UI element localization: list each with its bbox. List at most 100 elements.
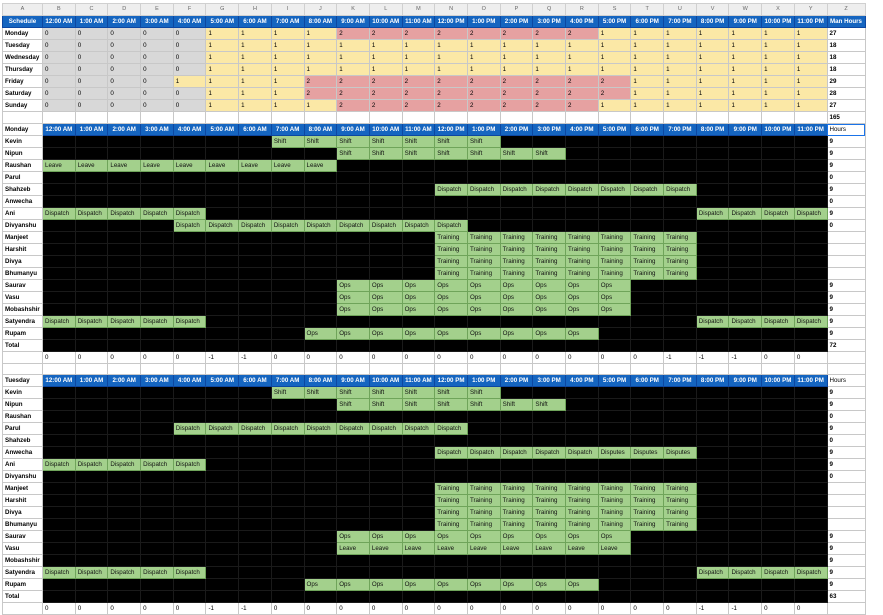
time-header[interactable]: 5:00 AM: [205, 374, 240, 387]
shift-cell[interactable]: Training: [565, 231, 599, 244]
staff-count-cell[interactable]: 2: [565, 99, 599, 112]
staff-count-cell[interactable]: 1: [270, 87, 305, 100]
staff-count-cell[interactable]: 0: [74, 39, 109, 52]
shift-cell[interactable]: Training: [434, 231, 468, 244]
off-cell[interactable]: [499, 590, 534, 603]
shift-cell[interactable]: Dispatch: [42, 207, 76, 220]
off-cell[interactable]: [728, 195, 763, 208]
coverage-diff-cell[interactable]: 0: [434, 602, 468, 615]
shift-cell[interactable]: Training: [434, 506, 468, 519]
off-cell[interactable]: [238, 578, 272, 591]
shift-cell[interactable]: Training: [434, 518, 468, 531]
empty-cell[interactable]: [140, 363, 174, 375]
off-cell[interactable]: [238, 195, 272, 208]
shift-cell[interactable]: Ops: [499, 291, 534, 304]
off-cell[interactable]: [401, 195, 436, 208]
man-hours-value[interactable]: 27: [826, 27, 866, 40]
off-cell[interactable]: [107, 410, 142, 423]
off-cell[interactable]: [368, 566, 403, 579]
off-cell[interactable]: [695, 506, 730, 519]
off-cell[interactable]: [793, 506, 828, 519]
hours-value[interactable]: [826, 243, 866, 256]
off-cell[interactable]: [499, 434, 534, 447]
off-cell[interactable]: [107, 291, 142, 304]
off-cell[interactable]: [761, 398, 795, 411]
off-cell[interactable]: [466, 554, 501, 567]
shift-cell[interactable]: Training: [630, 506, 665, 519]
off-cell[interactable]: [597, 207, 632, 220]
off-cell[interactable]: [368, 554, 403, 567]
off-cell[interactable]: [140, 171, 174, 184]
off-cell[interactable]: [630, 291, 665, 304]
staff-count-cell[interactable]: 1: [205, 51, 240, 64]
staff-name[interactable]: Parul: [2, 171, 43, 184]
empty-cell[interactable]: [107, 363, 142, 375]
staff-name[interactable]: Parul: [2, 422, 43, 435]
off-cell[interactable]: [565, 386, 599, 399]
off-cell[interactable]: [368, 506, 403, 519]
shift-cell[interactable]: Training: [663, 231, 697, 244]
time-header[interactable]: 3:00 AM: [140, 123, 174, 136]
off-cell[interactable]: [238, 470, 272, 483]
time-header[interactable]: 4:00 AM: [172, 123, 207, 136]
off-cell[interactable]: [695, 554, 730, 567]
off-cell[interactable]: [336, 267, 370, 280]
time-header[interactable]: 7:00 AM: [270, 374, 305, 387]
off-cell[interactable]: [630, 339, 665, 352]
shift-cell[interactable]: Training: [630, 231, 665, 244]
shift-cell[interactable]: Training: [663, 255, 697, 268]
shift-cell[interactable]: Dispatch: [761, 315, 795, 328]
staff-count-cell[interactable]: 1: [793, 63, 828, 76]
coverage-diff-cell[interactable]: 0: [466, 351, 501, 364]
time-header[interactable]: 11:00 PM: [793, 123, 828, 136]
shift-cell[interactable]: Ops: [499, 530, 534, 543]
off-cell[interactable]: [728, 434, 763, 447]
staff-count-cell[interactable]: 1: [793, 27, 828, 40]
off-cell[interactable]: [630, 590, 665, 603]
off-cell[interactable]: [368, 195, 403, 208]
off-cell[interactable]: [172, 386, 207, 399]
off-cell[interactable]: [793, 386, 828, 399]
day-label[interactable]: Sunday: [2, 99, 43, 112]
off-cell[interactable]: [205, 482, 240, 495]
off-cell[interactable]: [663, 195, 697, 208]
time-header[interactable]: 4:00 PM: [565, 374, 599, 387]
staff-name[interactable]: Shahzeb: [2, 183, 43, 196]
off-cell[interactable]: [270, 243, 305, 256]
hours-value[interactable]: 9: [826, 446, 866, 459]
off-cell[interactable]: [499, 219, 534, 232]
staff-count-cell[interactable]: 2: [499, 87, 534, 100]
off-cell[interactable]: [42, 339, 76, 352]
off-cell[interactable]: [74, 171, 109, 184]
off-cell[interactable]: [368, 243, 403, 256]
time-header[interactable]: 1:00 AM: [74, 123, 109, 136]
off-cell[interactable]: [663, 542, 697, 555]
column-header-d[interactable]: D: [107, 3, 142, 16]
shift-cell[interactable]: Dispatch: [695, 315, 730, 328]
day-label[interactable]: Wednesday: [2, 51, 43, 64]
shift-cell[interactable]: Shift: [270, 135, 305, 148]
off-cell[interactable]: [42, 590, 76, 603]
off-cell[interactable]: [761, 291, 795, 304]
day-title[interactable]: Monday: [2, 123, 43, 136]
off-cell[interactable]: [695, 590, 730, 603]
off-cell[interactable]: [303, 279, 338, 292]
staff-name[interactable]: Satyendra: [2, 566, 43, 579]
staff-count-cell[interactable]: 1: [630, 75, 665, 88]
off-cell[interactable]: [663, 434, 697, 447]
off-cell[interactable]: [401, 566, 436, 579]
off-cell[interactable]: [270, 327, 305, 340]
off-cell[interactable]: [368, 171, 403, 184]
off-cell[interactable]: [74, 398, 109, 411]
shift-cell[interactable]: Dispatch: [728, 315, 763, 328]
off-cell[interactable]: [205, 494, 240, 507]
off-cell[interactable]: [761, 446, 795, 459]
shift-cell[interactable]: Shift: [336, 135, 370, 148]
staff-count-cell[interactable]: 0: [172, 39, 207, 52]
off-cell[interactable]: [270, 458, 305, 471]
off-cell[interactable]: [336, 482, 370, 495]
off-cell[interactable]: [532, 339, 566, 352]
off-cell[interactable]: [728, 303, 763, 316]
off-cell[interactable]: [238, 506, 272, 519]
staff-count-cell[interactable]: 0: [172, 27, 207, 40]
